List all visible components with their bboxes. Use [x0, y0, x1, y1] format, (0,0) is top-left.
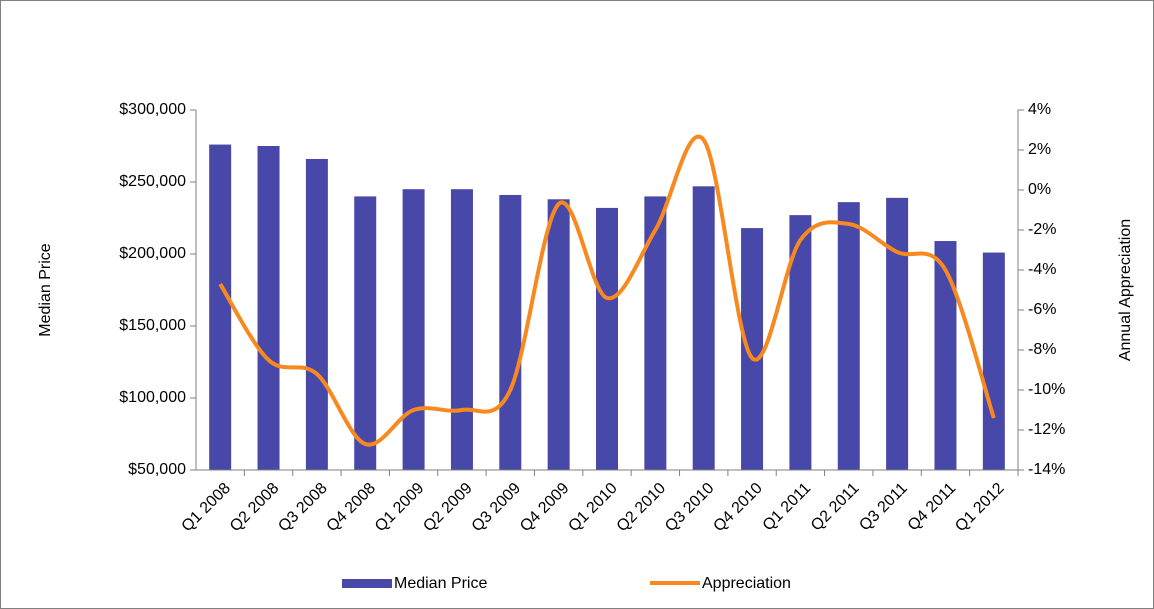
bar	[789, 215, 812, 470]
legend-label: Median Price	[394, 575, 487, 592]
bar	[499, 194, 522, 470]
line	[218, 134, 996, 447]
bar	[934, 241, 957, 470]
bar	[402, 189, 425, 470]
y-tick-label: $300,000	[119, 101, 186, 118]
bar	[644, 196, 667, 470]
legend-swatch	[342, 579, 392, 588]
y2-tick-label: -4%	[1028, 261, 1056, 278]
bar	[354, 196, 377, 470]
bar	[596, 207, 618, 471]
bar	[305, 158, 328, 470]
bar	[982, 252, 1005, 470]
bar	[837, 202, 860, 470]
bar	[257, 146, 280, 470]
y-tick-label: $250,000	[119, 173, 186, 190]
y2-tick-label: -8%	[1028, 341, 1056, 358]
y2-tick-label: -2%	[1028, 221, 1056, 238]
y2-tick-label: 4%	[1028, 101, 1051, 118]
y2-axis-label: Annual Appreciation	[1117, 219, 1134, 361]
y2-tick-label: -12%	[1028, 421, 1065, 438]
bar	[450, 189, 473, 470]
y2-tick-label: -14%	[1028, 461, 1065, 478]
y2-tick-label: -10%	[1028, 381, 1065, 398]
bar	[741, 228, 764, 470]
y2-tick-label: 0%	[1028, 181, 1051, 198]
y-axis-label: Median Price	[37, 243, 54, 336]
y2-tick-label: -6%	[1028, 301, 1056, 318]
bar	[547, 199, 570, 470]
legend-label: Appreciation	[702, 575, 791, 592]
bar	[692, 186, 715, 470]
y-tick-label: $150,000	[119, 317, 186, 334]
y-tick-label: $100,000	[119, 389, 186, 406]
y-tick-label: $50,000	[128, 461, 186, 478]
bar	[209, 144, 232, 470]
bar	[886, 197, 909, 470]
y-tick-label: $200,000	[119, 245, 186, 262]
y2-tick-label: 2%	[1028, 141, 1051, 158]
